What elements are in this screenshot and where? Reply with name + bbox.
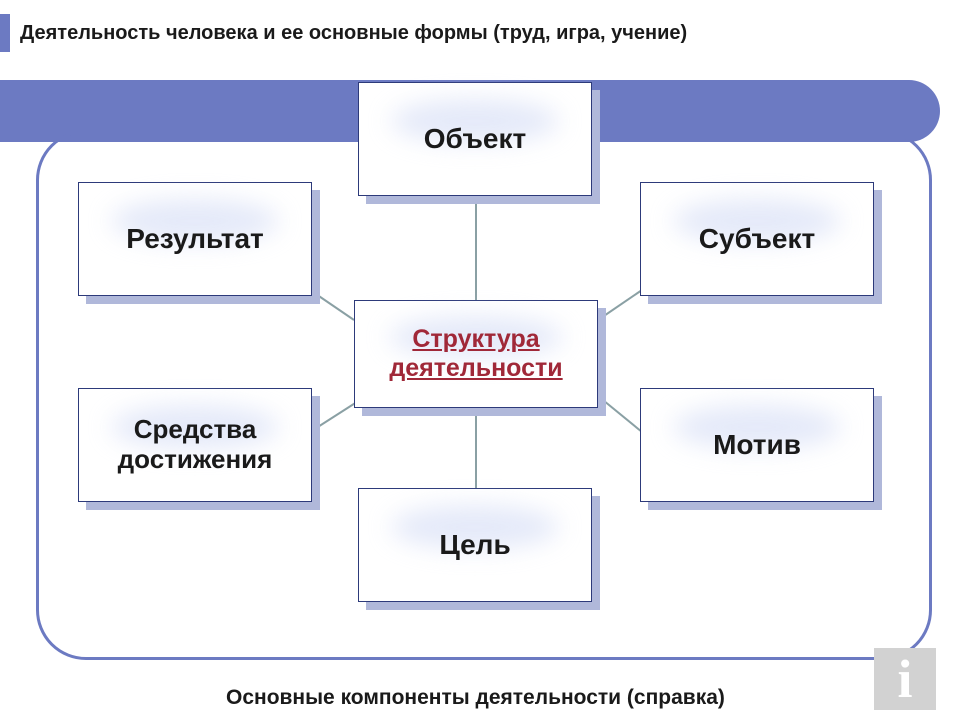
node-label: Субъект (699, 223, 815, 255)
header-bar: Деятельность человека и ее основные форм… (0, 14, 687, 52)
node-label: Объект (424, 123, 526, 155)
footer-text: Основные компоненты деятельности (справк… (226, 686, 725, 710)
node-box: Средства достижения (78, 388, 312, 502)
node-box: Структура деятельности (354, 300, 598, 408)
node-subject: Субъект (640, 182, 874, 296)
node-result: Результат (78, 182, 312, 296)
info-icon[interactable]: i (874, 648, 936, 710)
info-glyph: i (897, 648, 912, 710)
node-box: Субъект (640, 182, 874, 296)
header-title: Деятельность человека и ее основные форм… (20, 22, 687, 45)
node-goal: Цель (358, 488, 592, 602)
node-motive: Мотив (640, 388, 874, 502)
node-label: Структура деятельности (361, 325, 591, 383)
node-object: Объект (358, 82, 592, 196)
node-means: Средства достижения (78, 388, 312, 502)
node-box: Цель (358, 488, 592, 602)
node-box: Объект (358, 82, 592, 196)
header-stripe (0, 14, 10, 52)
node-center: Структура деятельности (354, 300, 598, 408)
slide-canvas: Деятельность человека и ее основные форм… (0, 0, 960, 720)
node-box: Мотив (640, 388, 874, 502)
node-label: Средства достижения (85, 415, 305, 475)
node-label: Мотив (713, 429, 801, 461)
node-label: Результат (126, 223, 264, 255)
node-label: Цель (439, 529, 510, 561)
node-box: Результат (78, 182, 312, 296)
